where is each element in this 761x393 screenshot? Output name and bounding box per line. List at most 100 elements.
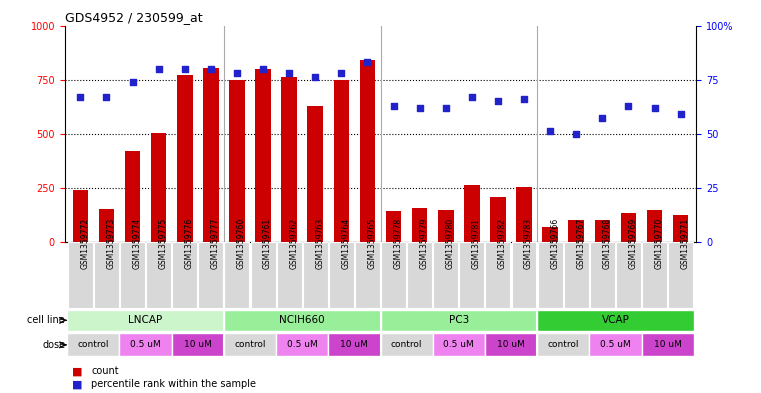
FancyBboxPatch shape: [380, 333, 433, 356]
FancyBboxPatch shape: [146, 242, 171, 308]
Point: [413, 105, 425, 111]
FancyBboxPatch shape: [224, 333, 276, 356]
FancyBboxPatch shape: [329, 242, 354, 308]
Point: [674, 111, 686, 117]
Point: [597, 115, 609, 121]
Text: control: control: [78, 340, 109, 349]
Bar: [255, 69, 271, 242]
FancyBboxPatch shape: [433, 242, 458, 308]
Point: [544, 128, 556, 134]
Text: GSM1359769: GSM1359769: [629, 218, 638, 269]
FancyBboxPatch shape: [303, 242, 328, 308]
Bar: [177, 75, 193, 242]
FancyBboxPatch shape: [642, 242, 667, 308]
Text: GSM1359773: GSM1359773: [107, 218, 116, 269]
Bar: [594, 220, 610, 242]
Bar: [438, 210, 454, 242]
Bar: [99, 209, 114, 242]
Text: 10 uM: 10 uM: [497, 340, 525, 349]
Text: 10 uM: 10 uM: [340, 340, 368, 349]
Text: ■: ■: [72, 366, 83, 376]
FancyBboxPatch shape: [328, 333, 380, 356]
Point: [440, 105, 452, 111]
Point: [205, 66, 217, 72]
Bar: [568, 220, 584, 242]
Text: GSM1359762: GSM1359762: [289, 218, 298, 269]
Text: GSM1359763: GSM1359763: [315, 218, 324, 269]
Point: [622, 102, 635, 108]
FancyBboxPatch shape: [616, 242, 641, 308]
Point: [336, 70, 348, 76]
Text: 0.5 uM: 0.5 uM: [130, 340, 161, 349]
Text: GSM1359779: GSM1359779: [419, 218, 428, 269]
Text: GSM1359777: GSM1359777: [211, 218, 220, 269]
Text: GSM1359768: GSM1359768: [603, 218, 611, 269]
Point: [257, 66, 269, 72]
Text: NCIH660: NCIH660: [279, 315, 325, 325]
FancyBboxPatch shape: [199, 242, 224, 308]
Text: GSM1359765: GSM1359765: [368, 218, 377, 269]
Text: GSM1359770: GSM1359770: [654, 218, 664, 269]
Text: ■: ■: [72, 379, 83, 389]
Point: [309, 74, 321, 81]
Text: GSM1359781: GSM1359781: [472, 218, 481, 269]
Bar: [203, 68, 218, 242]
Bar: [229, 79, 245, 242]
Text: percentile rank within the sample: percentile rank within the sample: [91, 379, 256, 389]
Point: [283, 70, 295, 76]
FancyBboxPatch shape: [460, 242, 485, 308]
Text: cell line: cell line: [27, 315, 65, 325]
FancyBboxPatch shape: [537, 242, 562, 308]
Bar: [516, 187, 532, 242]
Point: [100, 94, 113, 100]
FancyBboxPatch shape: [380, 310, 537, 331]
FancyBboxPatch shape: [590, 242, 615, 308]
Text: GSM1359764: GSM1359764: [342, 218, 350, 269]
Text: LNCAP: LNCAP: [129, 315, 163, 325]
Text: GSM1359776: GSM1359776: [185, 218, 194, 269]
Bar: [621, 213, 636, 242]
Text: 10 uM: 10 uM: [184, 340, 212, 349]
FancyBboxPatch shape: [120, 242, 145, 308]
Text: control: control: [391, 340, 422, 349]
Text: GSM1359780: GSM1359780: [446, 218, 455, 269]
Text: GSM1359778: GSM1359778: [393, 218, 403, 269]
FancyBboxPatch shape: [485, 333, 537, 356]
Bar: [543, 226, 558, 242]
Text: GDS4952 / 230599_at: GDS4952 / 230599_at: [65, 11, 202, 24]
FancyBboxPatch shape: [68, 242, 93, 308]
Bar: [673, 215, 689, 242]
FancyBboxPatch shape: [564, 242, 589, 308]
Text: GSM1359771: GSM1359771: [680, 218, 689, 269]
FancyBboxPatch shape: [589, 333, 642, 356]
FancyBboxPatch shape: [250, 242, 275, 308]
Point: [179, 66, 191, 72]
FancyBboxPatch shape: [511, 242, 537, 308]
FancyBboxPatch shape: [276, 333, 328, 356]
Bar: [360, 60, 375, 242]
Point: [570, 130, 582, 137]
FancyBboxPatch shape: [355, 242, 380, 308]
Point: [648, 105, 661, 111]
FancyBboxPatch shape: [407, 242, 432, 308]
Text: GSM1359766: GSM1359766: [550, 218, 559, 269]
Text: GSM1359775: GSM1359775: [158, 218, 167, 269]
Text: GSM1359761: GSM1359761: [263, 218, 272, 269]
Bar: [412, 208, 428, 242]
Bar: [386, 211, 401, 242]
Text: GSM1359760: GSM1359760: [237, 218, 246, 269]
Text: 0.5 uM: 0.5 uM: [444, 340, 474, 349]
FancyBboxPatch shape: [537, 310, 694, 331]
Point: [231, 70, 243, 76]
Bar: [72, 190, 88, 242]
Point: [75, 94, 87, 100]
Text: 10 uM: 10 uM: [654, 340, 682, 349]
FancyBboxPatch shape: [67, 310, 224, 331]
Text: GSM1359772: GSM1359772: [81, 218, 89, 269]
Text: GSM1359782: GSM1359782: [498, 218, 507, 269]
Text: 0.5 uM: 0.5 uM: [600, 340, 631, 349]
Text: GSM1359774: GSM1359774: [132, 218, 142, 269]
Text: VCAP: VCAP: [601, 315, 629, 325]
FancyBboxPatch shape: [224, 310, 380, 331]
Bar: [151, 132, 167, 242]
